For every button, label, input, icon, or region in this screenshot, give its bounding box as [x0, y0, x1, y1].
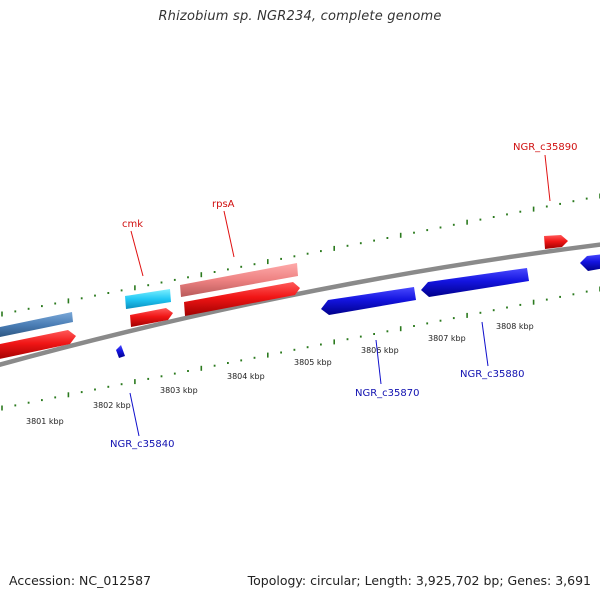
- forward-strand: [0, 235, 568, 360]
- leader-rpsA: [223, 210, 235, 258]
- scale-label: 3801 kbp: [26, 417, 64, 426]
- gene-outer-steel[interactable]: [0, 312, 73, 338]
- scale-label: 3803 kbp: [160, 386, 198, 395]
- gene-labels: cmk rpsA NGR_c35890 NGR_c35840 NGR_c3587…: [110, 142, 578, 450]
- leader-cmk: [130, 230, 144, 277]
- scale-label: 3802 kbp: [93, 401, 131, 410]
- gene-forward-NGR_c35890[interactable]: [544, 235, 568, 249]
- gene-reverse-small[interactable]: [116, 345, 125, 358]
- leader-NGR_c35870: [375, 339, 382, 385]
- gene-outer-rpsA[interactable]: [180, 263, 298, 297]
- genome-summary-text: Topology: circular; Length: 3,925,702 bp…: [247, 573, 591, 588]
- reverse-strand: [116, 254, 600, 358]
- scale-label: 3804 kbp: [227, 372, 265, 381]
- leader-NGR_c35840: [129, 392, 140, 437]
- gene-label-NGR_c35890[interactable]: NGR_c35890: [513, 142, 578, 153]
- gene-label-cmk[interactable]: cmk: [122, 219, 143, 230]
- scale-labels: 3801 kbp 3802 kbp 3803 kbp 3804 kbp 3805…: [26, 322, 534, 426]
- gene-label-NGR_c35870[interactable]: NGR_c35870: [355, 388, 420, 399]
- gene-label-NGR_c35840[interactable]: NGR_c35840: [110, 439, 175, 450]
- gene-forward[interactable]: [0, 330, 76, 360]
- outer-gene-track: [0, 263, 298, 338]
- gene-forward-rpsA[interactable]: [184, 282, 300, 316]
- tick-row-lower: [1, 286, 600, 411]
- gene-label-NGR_c35880[interactable]: NGR_c35880: [460, 369, 525, 380]
- scale-label: 3807 kbp: [428, 334, 466, 343]
- scale-label: 3808 kbp: [496, 322, 534, 331]
- map-title: Rhizobium sp. NGR234, complete genome: [158, 9, 442, 24]
- leader-NGR_c35880: [481, 321, 489, 367]
- gene-label-rpsA[interactable]: rpsA: [212, 199, 235, 210]
- gene-reverse-NGR_c35880[interactable]: [421, 268, 529, 297]
- gene-outer-cmk[interactable]: [125, 289, 171, 309]
- leader-NGR_c35890: [544, 154, 551, 202]
- backbone: [0, 242, 600, 367]
- gene-reverse-edge[interactable]: [580, 254, 600, 271]
- accession-text: Accession: NC_012587: [9, 573, 152, 588]
- label-leaders: [129, 154, 551, 437]
- scale-label: 3805 kbp: [294, 358, 332, 367]
- scale-label: 3806 kbp: [361, 346, 399, 355]
- tick-row-upper: [1, 193, 600, 317]
- gene-forward-cmk[interactable]: [130, 308, 173, 327]
- gene-reverse-NGR_c35870[interactable]: [321, 287, 416, 315]
